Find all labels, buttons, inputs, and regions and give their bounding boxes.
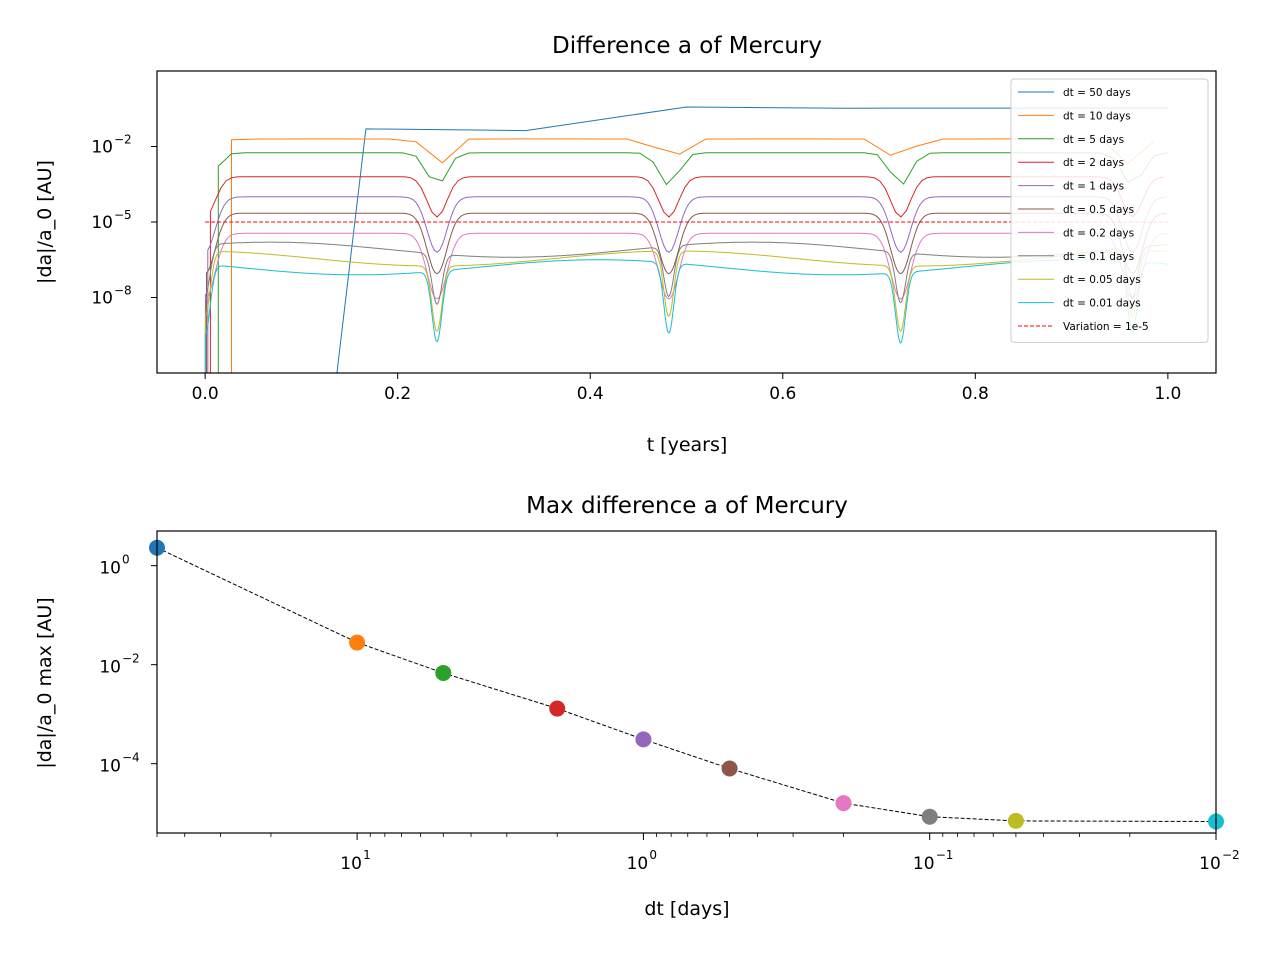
chart-top-xtick-label: 0.0 bbox=[192, 384, 219, 404]
chart-bottom-point bbox=[721, 760, 738, 777]
chart-top: Difference a of Mercury 0.0 0.2 0.4 0.6 0.8 1… bbox=[34, 33, 1217, 456]
chart-top-legend-label: dt = 2 days bbox=[1063, 157, 1124, 169]
chart-top-ytick-exponent: −8 bbox=[114, 284, 132, 298]
chart-top-series-line bbox=[206, 212, 1168, 373]
chart-top-series-line bbox=[204, 241, 1168, 373]
chart-top-x-ticks: 0.0 0.2 0.4 0.6 0.8 1.0 bbox=[192, 373, 1181, 404]
chart-bottom-xtick-exponent: −1 bbox=[936, 848, 954, 862]
chart-top-ytick-label: 10 bbox=[91, 138, 113, 158]
chart-bottom-ytick-label: 10 bbox=[99, 757, 121, 777]
chart-bottom-line-group bbox=[157, 547, 1216, 822]
chart-top-y-ticks: 10−210−510−8 bbox=[91, 133, 157, 309]
chart-top-ylabel: |da|/a_0 [AU] bbox=[34, 160, 56, 284]
chart-top-legend-label: dt = 0.2 days bbox=[1063, 227, 1134, 239]
chart-top-xtick-label: 0.8 bbox=[962, 384, 989, 404]
chart-top-series-line bbox=[217, 152, 1168, 373]
chart-top-series-line bbox=[207, 196, 1168, 373]
chart-bottom-ylabel: |da|/a_0 max [AU] bbox=[34, 597, 56, 768]
chart-top-legend-label: dt = 50 days bbox=[1063, 87, 1131, 99]
chart-top-ytick-exponent: −2 bbox=[114, 133, 132, 147]
chart-top-xtick-label: 0.6 bbox=[769, 384, 796, 404]
chart-bottom-point bbox=[435, 664, 452, 681]
chart-bottom-xtick-label: 10 bbox=[627, 854, 649, 874]
chart-top-series-line bbox=[205, 232, 1168, 373]
chart-bottom-ytick-exponent: −2 bbox=[122, 652, 140, 666]
chart-top-legend-label: dt = 0.5 days bbox=[1063, 204, 1134, 216]
chart-bottom-ytick-label: 10 bbox=[99, 559, 121, 579]
chart-top-legend: dt = 50 days dt = 10 days dt = 5 days dt = … bbox=[1010, 78, 1209, 343]
chart-top-series-line bbox=[209, 176, 1165, 373]
chart-bottom-ytick-exponent: 0 bbox=[122, 553, 130, 567]
chart-top-xtick-label: 0.4 bbox=[577, 384, 604, 404]
chart-bottom-xtick-exponent: 1 bbox=[363, 848, 371, 862]
chart-top-legend-label: dt = 5 days bbox=[1063, 134, 1124, 146]
chart-top-legend-label: dt = 1 days bbox=[1063, 181, 1124, 193]
chart-bottom-ytick-label: 10 bbox=[99, 658, 121, 678]
chart-top-series-group bbox=[204, 106, 1168, 373]
chart-bottom-point bbox=[549, 700, 566, 717]
chart-top-legend-label: dt = 0.05 days bbox=[1063, 274, 1141, 286]
chart-bottom-plot-area bbox=[157, 531, 1216, 833]
chart-top-series-line bbox=[336, 106, 1168, 373]
chart-top-ytick-label: 10 bbox=[91, 213, 113, 233]
chart-top-legend-label: dt = 0.1 days bbox=[1063, 251, 1134, 263]
chart-bottom-x-ticks: 10 1 10 0 10 −1 10 −2 bbox=[156, 833, 1240, 874]
chart-bottom-connector-line bbox=[157, 547, 1216, 822]
chart-top-series-line bbox=[204, 259, 1168, 373]
chart-bottom: Max difference a of Mercury 10 1 10 0 10 −1 10… bbox=[34, 493, 1240, 920]
chart-top-legend-label: dt = 10 days bbox=[1063, 110, 1131, 122]
chart-top-title: Difference a of Mercury bbox=[552, 33, 822, 59]
chart-bottom-xtick-exponent: −2 bbox=[1222, 848, 1240, 862]
chart-bottom-points-group bbox=[149, 539, 1224, 830]
chart-bottom-xtick-label: 10 bbox=[1199, 854, 1221, 874]
chart-bottom-point bbox=[349, 634, 366, 651]
chart-bottom-xtick-label: 10 bbox=[340, 854, 362, 874]
chart-bottom-frame bbox=[156, 530, 1217, 834]
chart-top-series-line bbox=[204, 250, 1167, 373]
chart-bottom-xtick-exponent: 0 bbox=[649, 848, 657, 862]
chart-top-series-line bbox=[231, 138, 1155, 373]
chart-bottom-title: Max difference a of Mercury bbox=[526, 493, 848, 519]
chart-bottom-point bbox=[635, 731, 652, 748]
chart-top-xtick-label: 1.0 bbox=[1154, 384, 1181, 404]
chart-top-xlabel: t [years] bbox=[647, 434, 728, 456]
chart-top-ytick-label: 10 bbox=[91, 289, 113, 309]
chart-bottom-ytick-exponent: −4 bbox=[122, 751, 140, 765]
chart-top-legend-box bbox=[1010, 78, 1209, 343]
chart-bottom-point bbox=[921, 808, 938, 825]
chart-top-legend-label: Variation = 1e-5 bbox=[1063, 321, 1149, 333]
chart-top-xtick-label: 0.2 bbox=[384, 384, 411, 404]
chart-bottom-xlabel: dt [days] bbox=[644, 898, 729, 920]
chart-bottom-point bbox=[835, 795, 852, 812]
chart-bottom-xtick-label: 10 bbox=[913, 854, 935, 874]
chart-top-legend-label: dt = 0.01 days bbox=[1063, 298, 1141, 310]
chart-bottom-point bbox=[1007, 812, 1024, 829]
chart-top-ytick-exponent: −5 bbox=[114, 208, 132, 222]
